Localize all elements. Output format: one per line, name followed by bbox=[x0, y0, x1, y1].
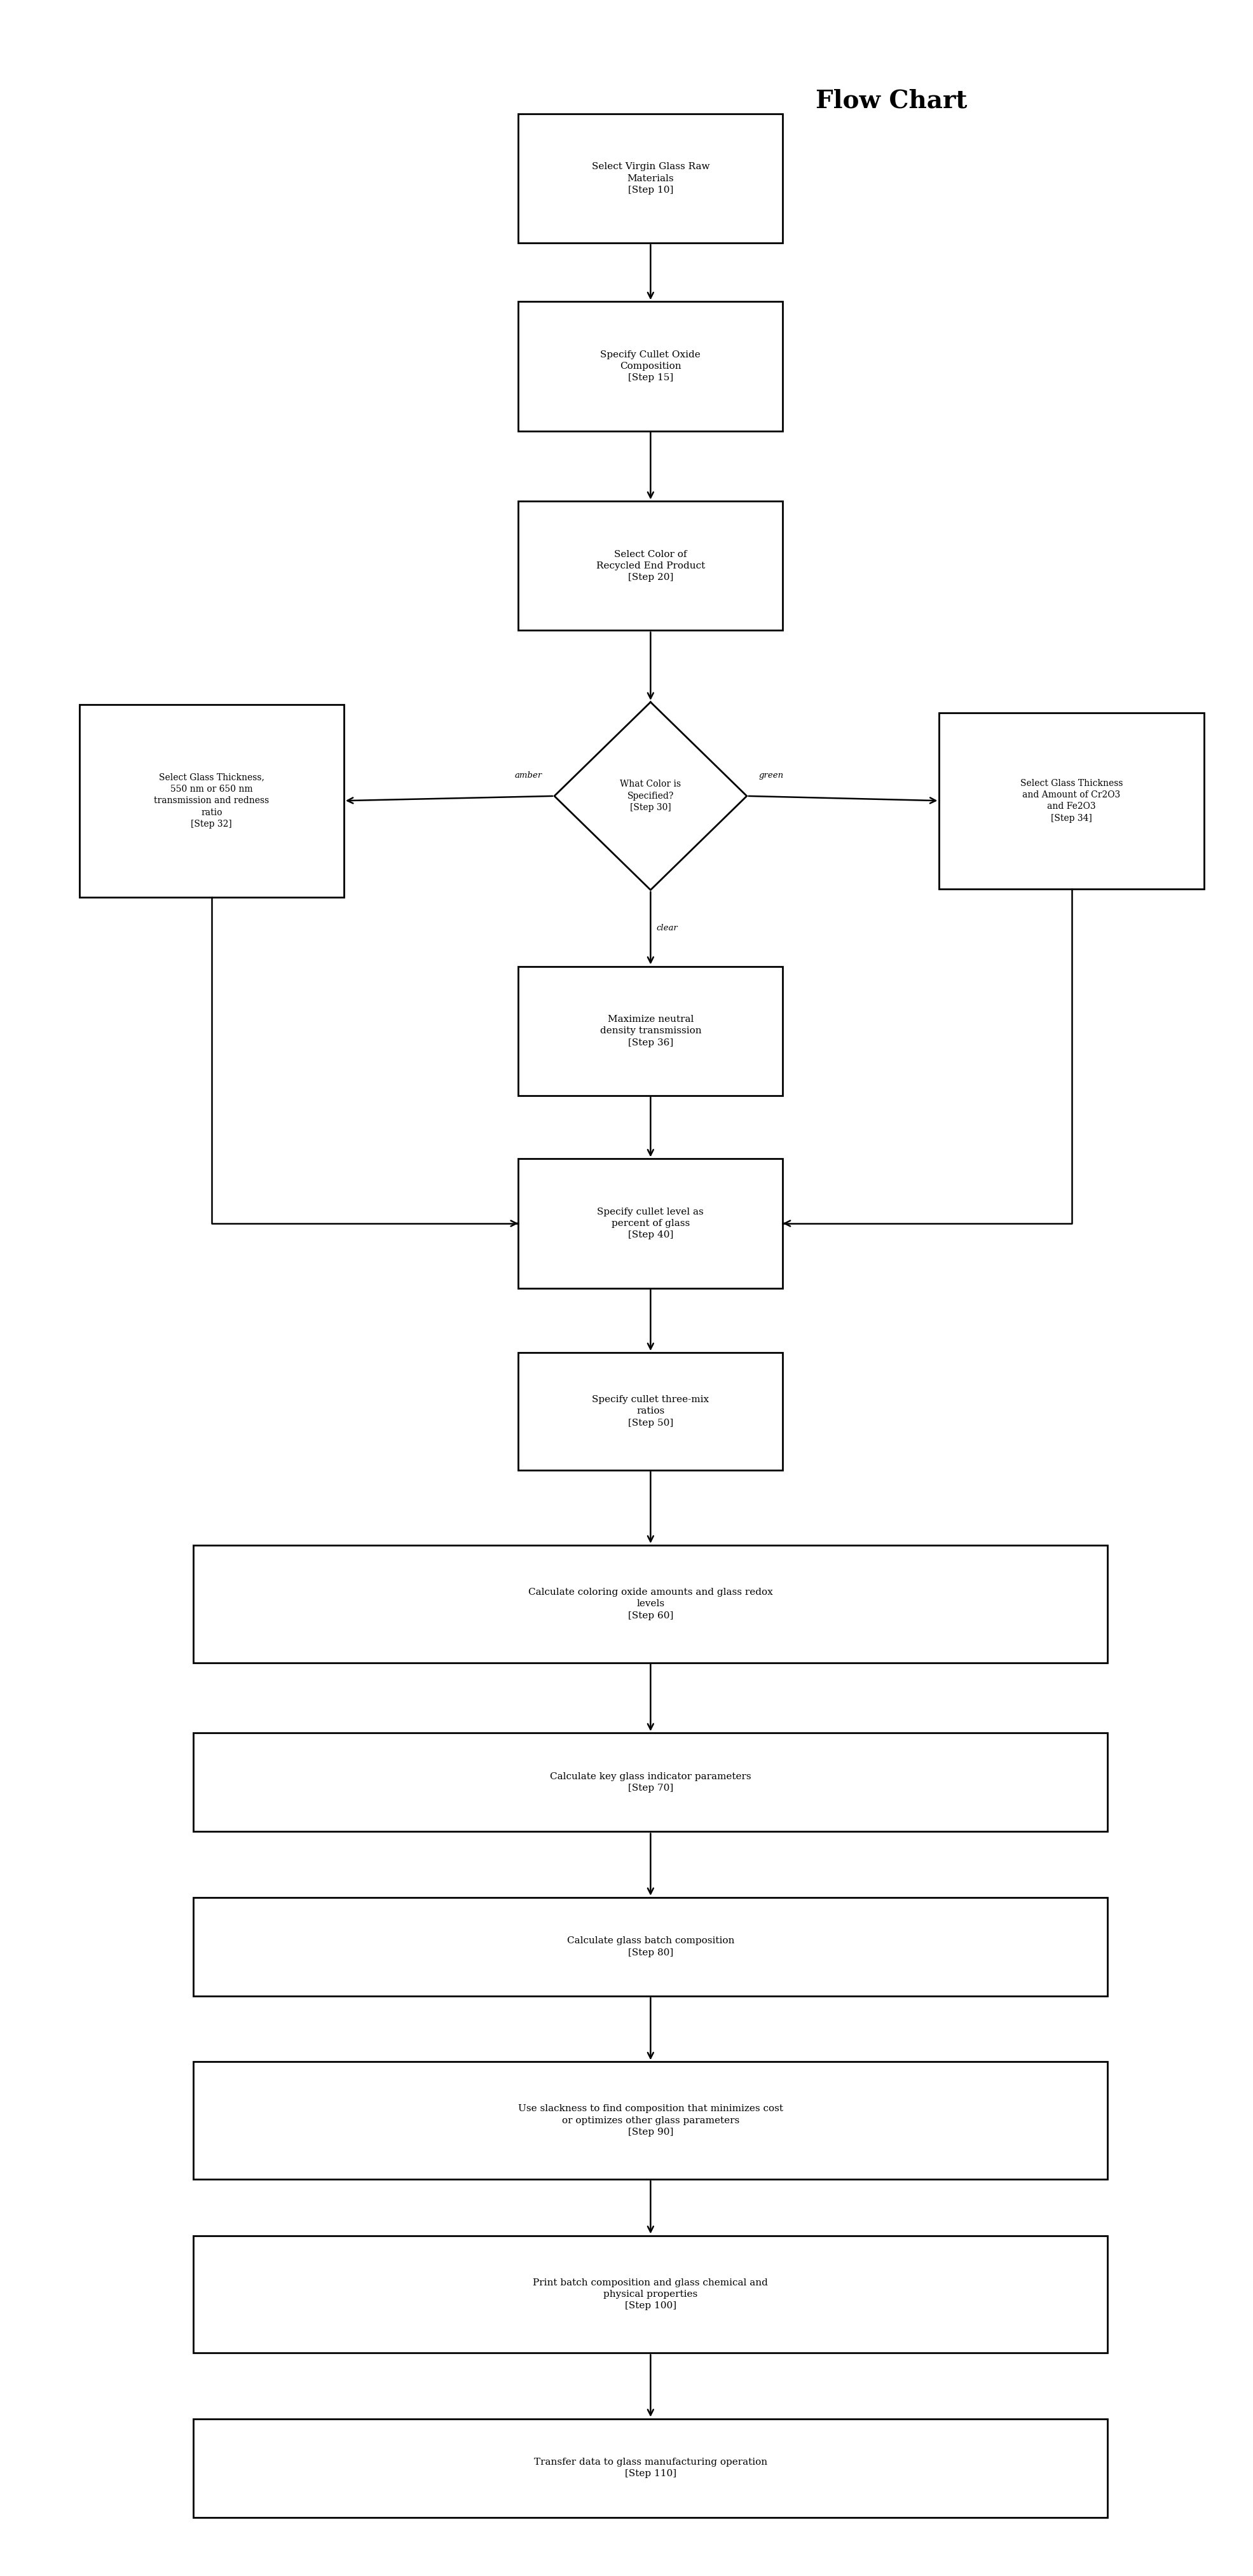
Text: Calculate coloring oxide amounts and glass redox
levels
[Step 60]: Calculate coloring oxide amounts and gla… bbox=[529, 1587, 773, 1620]
FancyBboxPatch shape bbox=[940, 714, 1204, 889]
FancyBboxPatch shape bbox=[519, 1352, 783, 1471]
Text: Print batch composition and glass chemical and
physical properties
[Step 100]: Print batch composition and glass chemic… bbox=[533, 2277, 768, 2311]
Polygon shape bbox=[554, 703, 747, 889]
Text: clear: clear bbox=[657, 925, 678, 933]
Text: amber: amber bbox=[515, 770, 543, 781]
FancyBboxPatch shape bbox=[193, 2419, 1108, 2517]
Text: Select Glass Thickness,
550 nm or 650 nm
transmission and redness
ratio
[Step 32: Select Glass Thickness, 550 nm or 650 nm… bbox=[154, 773, 269, 829]
Text: Specify cullet three-mix
ratios
[Step 50]: Specify cullet three-mix ratios [Step 50… bbox=[591, 1396, 709, 1427]
Text: Select Virgin Glass Raw
Materials
[Step 10]: Select Virgin Glass Raw Materials [Step … bbox=[591, 162, 709, 196]
Text: green: green bbox=[759, 770, 783, 781]
Text: Specify Cullet Oxide
Composition
[Step 15]: Specify Cullet Oxide Composition [Step 1… bbox=[600, 350, 700, 381]
FancyBboxPatch shape bbox=[519, 502, 783, 631]
Text: What Color is
Specified?
[Step 30]: What Color is Specified? [Step 30] bbox=[620, 781, 682, 811]
Text: Select Color of
Recycled End Product
[Step 20]: Select Color of Recycled End Product [St… bbox=[596, 549, 705, 582]
FancyBboxPatch shape bbox=[193, 1734, 1108, 1832]
FancyBboxPatch shape bbox=[519, 301, 783, 430]
Text: Calculate key glass indicator parameters
[Step 70]: Calculate key glass indicator parameters… bbox=[550, 1772, 752, 1793]
FancyBboxPatch shape bbox=[193, 1899, 1108, 1996]
FancyBboxPatch shape bbox=[79, 703, 343, 896]
FancyBboxPatch shape bbox=[519, 113, 783, 242]
FancyBboxPatch shape bbox=[519, 1159, 783, 1288]
Text: Calculate glass batch composition
[Step 80]: Calculate glass batch composition [Step … bbox=[566, 1937, 734, 1958]
Text: Maximize neutral
density transmission
[Step 36]: Maximize neutral density transmission [S… bbox=[600, 1015, 702, 1046]
Text: Select Glass Thickness
and Amount of Cr2O3
and Fe2O3
[Step 34]: Select Glass Thickness and Amount of Cr2… bbox=[1020, 778, 1123, 822]
Text: Flow Chart: Flow Chart bbox=[816, 90, 967, 113]
FancyBboxPatch shape bbox=[193, 2236, 1108, 2352]
Text: Transfer data to glass manufacturing operation
[Step 110]: Transfer data to glass manufacturing ope… bbox=[534, 2458, 767, 2478]
FancyBboxPatch shape bbox=[193, 2061, 1108, 2179]
Text: Specify cullet level as
percent of glass
[Step 40]: Specify cullet level as percent of glass… bbox=[598, 1208, 704, 1239]
FancyBboxPatch shape bbox=[193, 1546, 1108, 1662]
Text: Use slackness to find composition that minimizes cost
or optimizes other glass p: Use slackness to find composition that m… bbox=[517, 2105, 783, 2136]
FancyBboxPatch shape bbox=[519, 966, 783, 1095]
